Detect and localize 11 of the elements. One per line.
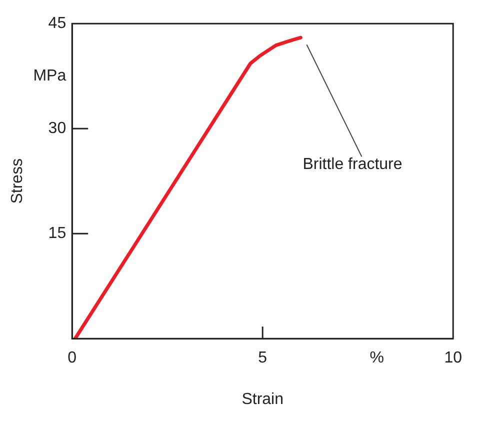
y-tick-label: MPa [33, 68, 66, 85]
annotation: Brittle fracture [302, 156, 402, 174]
y-tick-label: 45 [48, 15, 66, 32]
x-tick-label: 0 [68, 350, 77, 367]
x-axis-title: Strain [242, 390, 284, 408]
y-tick-label: 15 [48, 225, 66, 242]
x-tick-label: 10 [444, 350, 462, 367]
y-axis-title: Stress [9, 158, 26, 204]
x-tick-label: 5 [258, 350, 268, 367]
y-tick-label: 30 [48, 120, 66, 138]
x-tick-label: % [370, 350, 384, 367]
